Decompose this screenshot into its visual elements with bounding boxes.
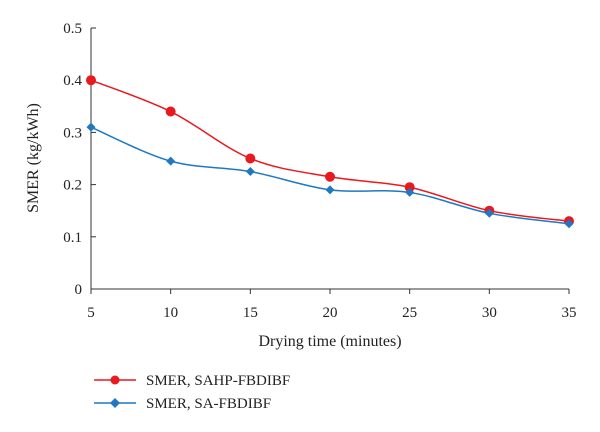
x-tick-label: 30 <box>482 305 497 321</box>
y-tick-label: 0 <box>75 282 83 298</box>
y-tick-label: 0.3 <box>63 125 82 141</box>
legend-diamond-marker-icon <box>110 398 120 408</box>
x-tick-label: 15 <box>243 305 258 321</box>
data-point-diamond <box>325 185 335 195</box>
x-tick-label: 10 <box>163 305 178 321</box>
legend-label-sa: SMER, SA-FBDIBF <box>146 396 271 412</box>
legend-circle-marker-icon <box>110 375 120 385</box>
y-tick-label: 0.5 <box>63 21 82 37</box>
x-axis-label: Drying time (minutes) <box>258 333 401 350</box>
data-point-circle <box>165 106 176 117</box>
legend-label-sahp: SMER, SAHP-FBDIBF <box>146 373 290 389</box>
data-point-diamond <box>245 167 255 177</box>
x-tick-label: 35 <box>562 305 577 321</box>
data-point-circle <box>86 75 96 86</box>
y-axis-label: SMER (kg/kWh) <box>25 103 42 213</box>
legend-entry-sa: SMER, SA-FBDIBF <box>94 396 271 412</box>
data-point-circle <box>404 182 415 193</box>
x-tick-label: 5 <box>87 305 95 321</box>
data-point-diamond <box>86 122 96 132</box>
data-point-circle <box>325 171 335 182</box>
data-point-circle <box>245 153 256 164</box>
axis-ticks: 0 0.1 0.2 0.3 0.4 0.5 5 10 15 20 25 30 35 <box>63 21 576 321</box>
y-tick-label: 0.1 <box>63 230 82 246</box>
series-layer <box>86 75 574 229</box>
legend-entry-sahp: SMER, SAHP-FBDIBF <box>94 373 290 389</box>
series-line-1 <box>90 79 570 222</box>
y-tick-label: 0.2 <box>63 178 82 194</box>
data-point-diamond <box>166 156 176 166</box>
x-tick-label: 20 <box>323 305 338 321</box>
y-tick-label: 0.4 <box>63 73 82 89</box>
data-point-diamond <box>484 208 494 218</box>
legend: SMER, SAHP-FBDIBF SMER, SA-FBDIBF <box>94 373 290 412</box>
data-point-diamond <box>405 187 415 197</box>
x-tick-label: 25 <box>402 305 417 321</box>
data-point-diamond <box>564 219 574 229</box>
